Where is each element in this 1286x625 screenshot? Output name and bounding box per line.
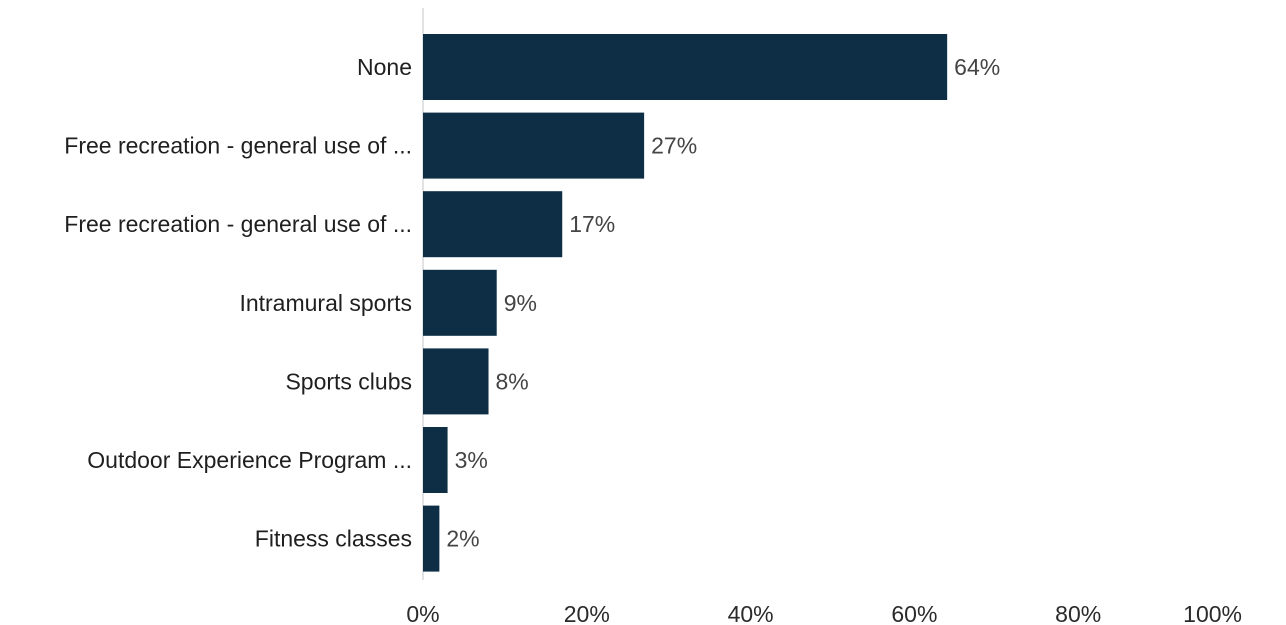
bar-1 (423, 112, 645, 179)
category-label: Free recreation - general use of ... (64, 211, 412, 237)
bar-0 (423, 34, 948, 100)
value-label: 27% (651, 133, 697, 159)
category-label: Intramural sports (239, 290, 412, 316)
x-tick-label: 100% (1183, 601, 1242, 625)
x-tick-label: 80% (1055, 601, 1101, 625)
category-label: Fitness classes (255, 526, 412, 552)
x-tick-label: 40% (728, 601, 774, 625)
value-label: 64% (954, 54, 1000, 80)
value-label: 9% (504, 290, 537, 316)
category-label: Free recreation - general use of ... (64, 133, 412, 159)
x-axis-ticks: 0% 20% 40% 60% 80% 100% (406, 601, 1242, 625)
category-label: None (357, 54, 412, 80)
bar-6 (423, 505, 440, 572)
value-label: 2% (446, 526, 479, 552)
value-label: 8% (496, 368, 529, 394)
bar-3 (423, 269, 497, 336)
x-tick-label: 20% (564, 601, 610, 625)
x-tick-label: 60% (891, 601, 937, 625)
labels-layer: None 64% Free recreation - general use of … (64, 54, 1000, 552)
value-label: 17% (569, 211, 615, 237)
x-tick-label: 0% (406, 601, 439, 625)
bar-2 (423, 191, 563, 258)
category-label: Outdoor Experience Program ... (87, 447, 412, 473)
category-label: Sports clubs (285, 368, 412, 394)
bar-4 (423, 348, 489, 415)
bar-5 (423, 427, 448, 493)
bars-layer (423, 34, 948, 572)
value-label: 3% (455, 447, 488, 473)
